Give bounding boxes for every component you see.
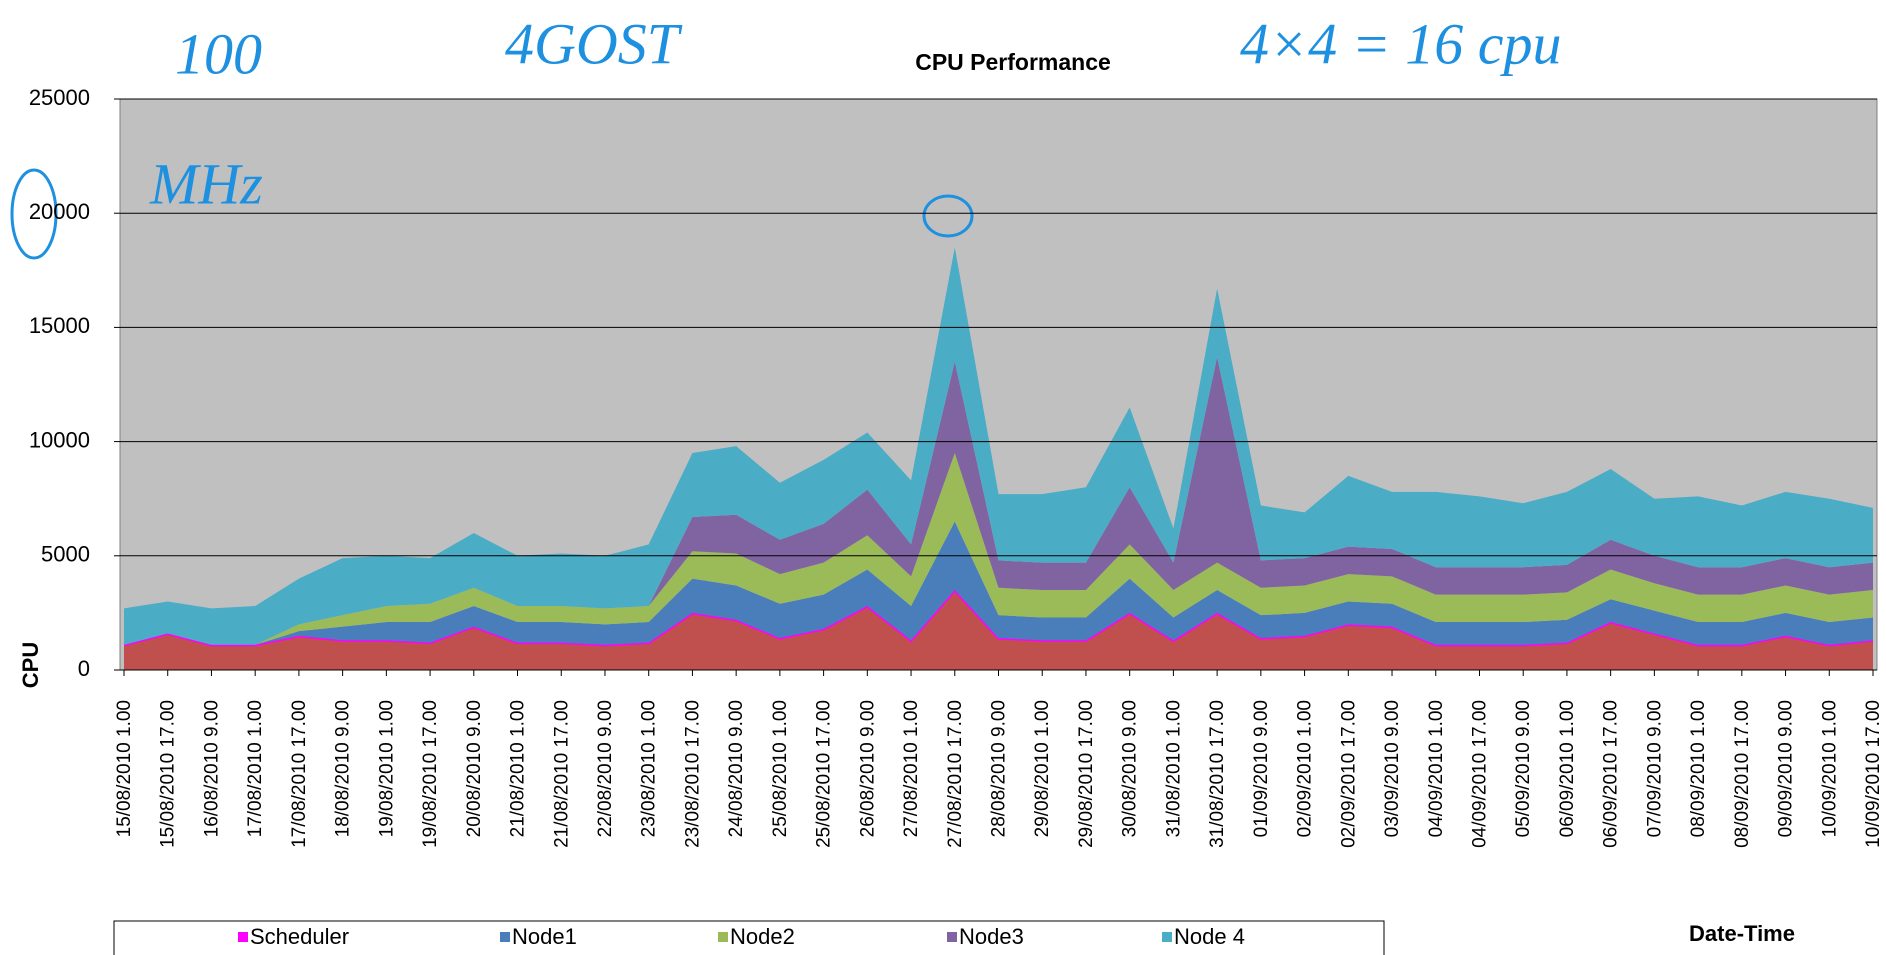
x-tick-label: 21/08/2010 17.00 xyxy=(551,700,572,848)
legend: Scheduler Node1 Node2 Node3 Node 4 xyxy=(238,924,1245,949)
x-tick-label: 01/09/2010 9.00 xyxy=(1251,700,1272,837)
x-tick-label: 19/08/2010 1.00 xyxy=(376,700,397,837)
x-tick-label: 10/09/2010 1.00 xyxy=(1819,700,1840,837)
x-tick-label: 16/08/2010 9.00 xyxy=(201,700,222,837)
x-tick-label: 17/08/2010 17.00 xyxy=(289,700,310,848)
x-tick-label: 26/08/2010 9.00 xyxy=(857,700,878,837)
x-tick-label: 24/08/2010 9.00 xyxy=(726,700,747,837)
x-tick-label: 06/09/2010 1.00 xyxy=(1557,700,1578,837)
x-tick-label: 27/08/2010 17.00 xyxy=(945,700,966,848)
y-tick-label: 15000 xyxy=(29,313,90,338)
x-tick-label: 23/08/2010 17.00 xyxy=(682,700,703,848)
x-tick-label: 29/08/2010 17.00 xyxy=(1076,700,1097,848)
x-tick-label: 04/09/2010 1.00 xyxy=(1426,700,1447,837)
x-axis-label: Date-Time xyxy=(1689,921,1795,946)
handwritten-circle xyxy=(10,168,58,260)
legend-label: Node3 xyxy=(959,924,1024,949)
y-axis-label: CPU xyxy=(18,642,43,688)
x-tick-label: 31/08/2010 17.00 xyxy=(1207,700,1228,848)
area xyxy=(124,453,1873,645)
legend-swatch xyxy=(947,932,957,942)
x-tick-label: 28/08/2010 9.00 xyxy=(989,700,1010,837)
x-tick-label: 30/08/2010 9.00 xyxy=(1120,700,1141,837)
x-tick-label: 09/09/2010 9.00 xyxy=(1776,700,1797,837)
legend-label: Node2 xyxy=(730,924,795,949)
x-tick-label: 04/09/2010 17.00 xyxy=(1469,700,1490,848)
legend-label: Scheduler xyxy=(250,924,349,949)
x-tick-label: 25/08/2010 17.00 xyxy=(814,700,835,848)
chart-title: CPU Performance xyxy=(915,49,1111,75)
x-tick-label: 02/09/2010 1.00 xyxy=(1295,700,1316,837)
x-tick-label: 03/09/2010 9.00 xyxy=(1382,700,1403,837)
legend-box xyxy=(113,920,1385,955)
area xyxy=(124,247,1873,645)
annotation: 100 xyxy=(175,21,262,86)
legend-swatch xyxy=(500,932,510,942)
legend-label: Node1 xyxy=(512,924,577,949)
annotation: 4×4 = 16 cpu xyxy=(1240,11,1562,76)
legend-label: Node 4 xyxy=(1174,924,1245,949)
area xyxy=(124,521,1873,645)
x-tick-label: 17/08/2010 1.00 xyxy=(245,700,266,837)
x-tick-label: 15/08/2010 1.00 xyxy=(114,700,135,837)
y-tick-label: 25000 xyxy=(29,85,90,110)
y-tick-label: 10000 xyxy=(29,427,90,452)
legend-swatch xyxy=(718,932,728,942)
legend-swatch xyxy=(1162,932,1172,942)
x-tick-label: 18/08/2010 9.00 xyxy=(333,700,354,837)
x-tick-label: 08/09/2010 1.00 xyxy=(1688,700,1709,837)
x-tick-label: 05/09/2010 9.00 xyxy=(1513,700,1534,837)
y-tick-label: 5000 xyxy=(41,542,90,567)
area xyxy=(124,357,1873,645)
x-tick-label: 10/09/2010 17.00 xyxy=(1863,700,1884,848)
area xyxy=(124,590,1873,670)
x-tick-label: 02/09/2010 17.00 xyxy=(1338,700,1359,848)
x-tick-label: 22/08/2010 9.00 xyxy=(595,700,616,837)
x-tick-label: 31/08/2010 1.00 xyxy=(1163,700,1184,837)
x-tick-label: 08/09/2010 17.00 xyxy=(1732,700,1753,848)
x-tick-label: 20/08/2010 9.00 xyxy=(464,700,485,837)
x-tick-label: 19/08/2010 17.00 xyxy=(420,700,441,848)
x-tick-label: 07/09/2010 9.00 xyxy=(1644,700,1665,837)
x-tick-label: 15/08/2010 17.00 xyxy=(158,700,179,848)
x-tick-label: 27/08/2010 1.00 xyxy=(901,700,922,837)
x-tick-label: 23/08/2010 1.00 xyxy=(639,700,660,837)
x-tick-label: 21/08/2010 1.00 xyxy=(508,700,529,837)
x-tick-label: 06/09/2010 17.00 xyxy=(1601,700,1622,848)
handwritten-circle xyxy=(922,194,974,238)
annotation: 4GOST xyxy=(505,11,683,76)
x-tick-label: 25/08/2010 1.00 xyxy=(770,700,791,837)
y-tick-label: 0 xyxy=(78,656,90,681)
legend-swatch xyxy=(238,932,248,942)
y-tick-label: 20000 xyxy=(29,199,90,224)
annotation: MHz xyxy=(149,151,263,216)
x-tick-label: 29/08/2010 1.00 xyxy=(1032,700,1053,837)
plot xyxy=(119,98,1878,671)
